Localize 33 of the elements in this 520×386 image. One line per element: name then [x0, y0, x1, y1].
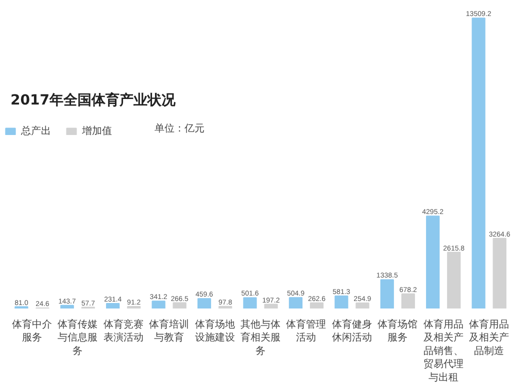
- bar: [288, 297, 303, 308]
- annotation: 单位：亿元: [154, 122, 204, 134]
- bar: [106, 303, 120, 308]
- x-tick-label: 体育管理活动: [286, 318, 326, 344]
- bar: [60, 304, 74, 308]
- x-tick-label: 体育健身休闲活动: [332, 318, 372, 344]
- bar: [152, 300, 166, 308]
- bar: [218, 306, 232, 308]
- x-tick-label: 体育场馆服务: [378, 318, 418, 344]
- bar: [472, 18, 486, 308]
- bar: [310, 302, 324, 308]
- x-tick-label: 体育培训与教育: [149, 318, 190, 344]
- x-tick-label: 体育场地设施建设: [194, 318, 235, 344]
- bar: [492, 238, 506, 308]
- x-tick-label: 体育中介服务: [12, 318, 52, 344]
- x-tick-label: 体育用品及相关产品销售、贸易代理与出租: [423, 318, 464, 384]
- bar: [334, 296, 348, 308]
- bar: [243, 297, 257, 308]
- bar: [356, 302, 370, 308]
- bar: [447, 252, 461, 308]
- bar: [197, 298, 212, 308]
- bar: [380, 279, 394, 308]
- x-tick-label: 体育用品及相关产品制造: [469, 318, 510, 357]
- bar: [426, 216, 440, 308]
- text: 2017年全国体育产业状况: [10, 92, 176, 108]
- legend-label: 增加值: [82, 124, 112, 138]
- bar: [264, 304, 278, 308]
- x-tick-label: 体育传媒与信息服务: [58, 318, 98, 357]
- bar: [172, 302, 186, 308]
- x-tick-label: 体育竞赛表演活动: [103, 318, 144, 344]
- bar: [401, 293, 415, 308]
- legend-label: 总产出: [21, 124, 51, 138]
- x-tick-label: 其他与体育相关服务: [240, 318, 280, 357]
